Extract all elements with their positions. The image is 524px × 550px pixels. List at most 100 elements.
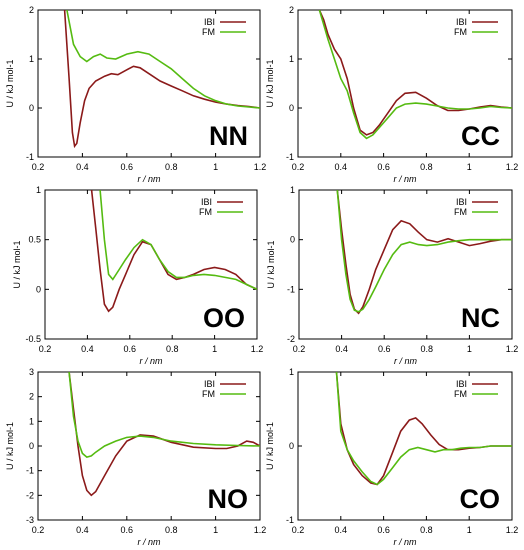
series-line-fm xyxy=(66,10,260,109)
y-tick-label: 1 xyxy=(29,54,34,64)
y-tick-label: 2 xyxy=(289,5,294,15)
x-tick-label: 0.6 xyxy=(121,162,134,172)
chart-nc: 0.2 0.4 0.6 0.8 1 1.2 -2 -1 0 1 r / nm U / kJ mol-1… xyxy=(266,185,518,366)
x-tick-label: 0.8 xyxy=(420,525,433,535)
legend-label-fm: FM xyxy=(199,207,212,217)
x-tick-label: 1 xyxy=(467,525,472,535)
x-tick-label: 0.4 xyxy=(81,344,94,354)
y-tick-label: 0 xyxy=(290,235,295,245)
x-tick-label: 1 xyxy=(467,344,472,354)
x-tick-label: 0.4 xyxy=(76,525,89,535)
series-line-ibi xyxy=(90,190,257,313)
plot-frame xyxy=(297,9,513,158)
x-tick-label: 1 xyxy=(467,162,472,172)
y-tick-label: -2 xyxy=(26,490,34,500)
y-axis-label: U / kJ mol-1 xyxy=(266,240,276,288)
y-tick-label: -1 xyxy=(286,152,294,162)
legend-label-ibi: IBI xyxy=(201,197,212,207)
plot-frame xyxy=(44,189,258,340)
x-tick-label: 0.8 xyxy=(166,344,179,354)
y-tick-label: 1 xyxy=(289,54,294,64)
x-tick-label: 1.2 xyxy=(251,344,264,354)
panel-title: OO xyxy=(203,303,245,333)
x-tick-label: 1 xyxy=(212,344,217,354)
chart-co: 0.2 0.4 0.6 0.8 1 1.2 -1 0 1 r / nm U / kJ mol-1 IB… xyxy=(265,367,518,547)
y-tick-label: -1 xyxy=(286,515,294,525)
x-tick-label: 1 xyxy=(213,162,218,172)
y-tick-label: 1 xyxy=(36,185,41,195)
series-line-fm xyxy=(336,190,512,313)
series-line-fm xyxy=(68,372,260,458)
y-tick-label: 0.5 xyxy=(28,235,41,245)
x-tick-label: 0.8 xyxy=(421,344,434,354)
panel-title: NN xyxy=(209,121,248,151)
x-tick-label: 0.2 xyxy=(293,344,306,354)
y-axis-label: U / kJ mol-1 xyxy=(265,59,275,107)
legend-label-ibi: IBI xyxy=(456,379,467,389)
x-tick-label: 0.4 xyxy=(335,344,348,354)
y-tick-label: 0 xyxy=(289,441,294,451)
x-tick-label: 0.6 xyxy=(124,344,137,354)
y-tick-label: -3 xyxy=(26,515,34,525)
x-tick-label: 0.2 xyxy=(292,162,305,172)
x-tick-label: 0.2 xyxy=(32,525,45,535)
x-tick-label: 0.8 xyxy=(420,162,433,172)
legend-label-ibi: IBI xyxy=(456,197,467,207)
x-axis-label: r / nm xyxy=(393,537,417,547)
x-tick-label: 1.2 xyxy=(506,525,519,535)
chart-nn: 0.2 0.4 0.6 0.8 1 1.2 -1 0 1 2 r / nm U / kJ mol-1 I… xyxy=(5,5,266,184)
legend-label-fm: FM xyxy=(454,207,467,217)
x-axis-label: r / nm xyxy=(137,174,161,184)
x-tick-label: 0.6 xyxy=(377,525,390,535)
x-tick-label: 0.6 xyxy=(378,344,391,354)
y-tick-label: -1 xyxy=(26,466,34,476)
y-tick-label: 1 xyxy=(29,416,34,426)
x-tick-label: 1 xyxy=(213,525,218,535)
y-tick-label: -1 xyxy=(26,152,34,162)
legend-label-fm: FM xyxy=(454,389,467,399)
series-line-ibi xyxy=(318,10,512,136)
y-tick-label: 3 xyxy=(29,367,34,377)
x-tick-label: 0.6 xyxy=(377,162,390,172)
x-axis-label: r / nm xyxy=(137,537,161,547)
series-line-fm xyxy=(318,10,512,140)
y-tick-label: -2 xyxy=(287,334,295,344)
y-axis-label: U / kJ mol-1 xyxy=(265,422,275,470)
panel-title: CO xyxy=(460,484,501,514)
chart-oo: 0.2 0.4 0.6 0.8 1 1.2 -0.5 0 0.5 1 r / nm U / kJ mo… xyxy=(12,185,263,366)
x-tick-label: 0.4 xyxy=(335,525,348,535)
y-tick-label: -0.5 xyxy=(25,334,41,344)
legend-label-ibi: IBI xyxy=(204,17,215,27)
series-line-fm xyxy=(335,372,512,486)
x-axis-label: r / nm xyxy=(393,174,417,184)
panel-title: CC xyxy=(461,121,500,151)
x-tick-label: 0.6 xyxy=(121,525,134,535)
x-tick-label: 0.2 xyxy=(292,525,305,535)
y-tick-label: 1 xyxy=(290,185,295,195)
y-axis-label: U / kJ mol-1 xyxy=(5,422,15,470)
series-line-ibi xyxy=(336,190,512,315)
y-tick-label: 0 xyxy=(29,103,34,113)
y-tick-label: -1 xyxy=(287,284,295,294)
legend-label-fm: FM xyxy=(202,27,215,37)
plot-frame xyxy=(298,189,513,340)
legend-label-fm: FM xyxy=(454,27,467,37)
series-line-ibi xyxy=(63,10,260,149)
y-tick-label: 2 xyxy=(29,5,34,15)
legend-label-ibi: IBI xyxy=(456,17,467,27)
y-axis-label: U / kJ mol-1 xyxy=(12,240,22,288)
x-tick-label: 0.2 xyxy=(39,344,52,354)
x-axis-label: r / nm xyxy=(139,356,163,366)
y-axis-label: U / kJ mol-1 xyxy=(5,59,15,107)
x-tick-label: 0.4 xyxy=(335,162,348,172)
y-tick-label: 0 xyxy=(29,441,34,451)
series-line-fm xyxy=(99,190,257,291)
x-tick-label: 0.4 xyxy=(76,162,89,172)
x-tick-label: 0.8 xyxy=(165,162,178,172)
panel-title: NC xyxy=(461,303,500,333)
series-line-ibi xyxy=(335,372,512,486)
chart-cc: 0.2 0.4 0.6 0.8 1 1.2 -1 0 1 2 r / nm U / kJ mol-1 I… xyxy=(265,5,518,184)
x-tick-label: 1.2 xyxy=(506,344,519,354)
series-line-ibi xyxy=(68,372,260,497)
